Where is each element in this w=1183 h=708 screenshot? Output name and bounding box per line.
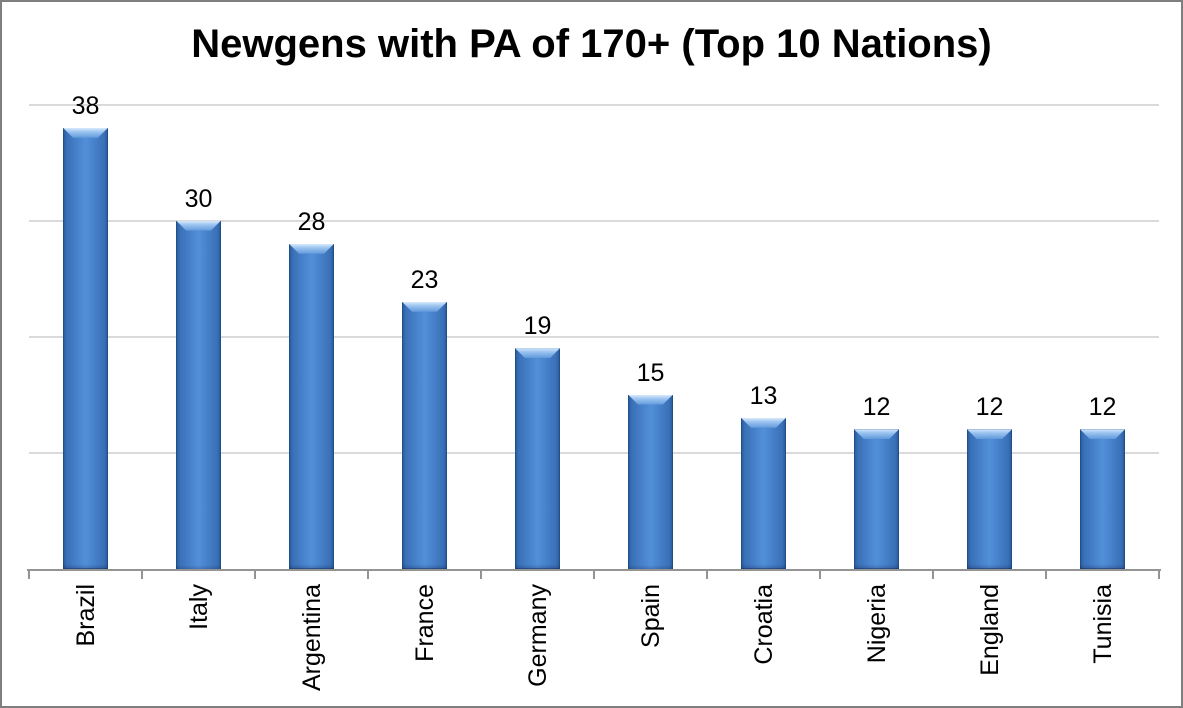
gridline xyxy=(29,335,1159,338)
value-label: 23 xyxy=(410,265,439,294)
axis-tick xyxy=(254,570,256,579)
value-label: 38 xyxy=(71,91,100,120)
bar xyxy=(628,394,673,570)
value-label: 12 xyxy=(975,393,1004,422)
gridline xyxy=(29,219,1159,222)
bar xyxy=(967,429,1012,570)
bar xyxy=(854,429,899,570)
bar xyxy=(402,301,447,570)
axis-tick xyxy=(141,570,143,579)
category-label: England xyxy=(975,584,1004,676)
axis-tick xyxy=(1045,570,1047,579)
chart-title: Newgens with PA of 170+ (Top 10 Nations) xyxy=(191,22,992,66)
axis-tick xyxy=(593,570,595,579)
x-axis-line xyxy=(27,568,1161,571)
value-label: 12 xyxy=(1088,393,1117,422)
bar xyxy=(63,127,108,570)
bar xyxy=(176,220,221,570)
value-label: 30 xyxy=(184,184,213,213)
axis-tick xyxy=(932,570,934,579)
bar xyxy=(515,348,560,570)
category-label: France xyxy=(410,584,439,662)
category-label: Argentina xyxy=(297,584,326,692)
bar xyxy=(741,417,786,570)
category-label: Italy xyxy=(184,584,213,630)
category-label: Nigeria xyxy=(862,584,891,664)
axis-tick xyxy=(28,570,30,579)
axis-tick xyxy=(706,570,708,579)
value-label: 13 xyxy=(749,381,778,410)
value-label: 28 xyxy=(297,207,326,236)
axis-tick xyxy=(367,570,369,579)
value-label: 19 xyxy=(523,312,552,341)
axis-tick xyxy=(480,570,482,579)
axis-tick xyxy=(1158,570,1160,579)
gridline xyxy=(29,103,1159,106)
gridline xyxy=(29,451,1159,454)
bar xyxy=(289,243,334,570)
category-label: Spain xyxy=(636,584,665,648)
category-label: Tunisia xyxy=(1088,584,1117,664)
value-label: 12 xyxy=(862,393,891,422)
category-label: Croatia xyxy=(749,584,778,665)
category-label: Brazil xyxy=(71,584,100,647)
bar xyxy=(1080,429,1125,570)
axis-tick xyxy=(819,570,821,579)
value-label: 15 xyxy=(636,358,665,387)
category-label: Germany xyxy=(523,584,552,687)
